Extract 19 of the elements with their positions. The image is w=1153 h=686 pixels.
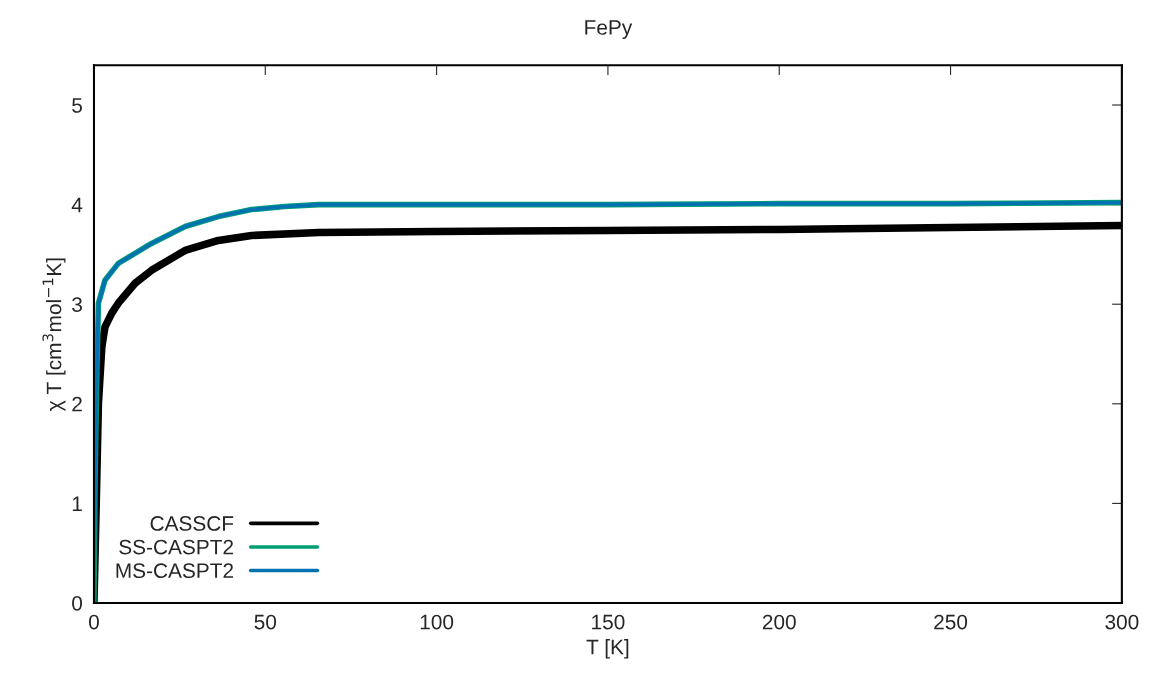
legend-label: SS-CASPT2 <box>119 539 233 555</box>
y-axis-title: χ T [cm$^{3}$mol$^{−1}$K] <box>42 258 66 412</box>
y-tick-label: 2 <box>72 396 82 412</box>
x-tick-label: 100 <box>420 614 454 630</box>
x-tick-label: 150 <box>592 614 625 630</box>
x-tick-label: 200 <box>762 614 796 630</box>
y-tick-label: 0 <box>72 596 83 611</box>
x-tick-label: 50 <box>254 614 277 630</box>
y-tick-label: 5 <box>72 98 82 113</box>
y-tick-label: 3 <box>72 297 82 312</box>
legend-label: CASSCF <box>150 516 234 531</box>
x-tick-label: 300 <box>1105 614 1139 630</box>
x-tick-label: 0 <box>88 614 99 630</box>
x-axis-title: T [K] <box>586 639 629 659</box>
x-tick-label: 250 <box>934 614 968 630</box>
legend-label: MS-CASPT2 <box>116 563 233 579</box>
chart-title: FePy <box>585 20 633 39</box>
y-tick-label: 1 <box>72 496 82 511</box>
y-tick-label: 4 <box>71 197 83 213</box>
